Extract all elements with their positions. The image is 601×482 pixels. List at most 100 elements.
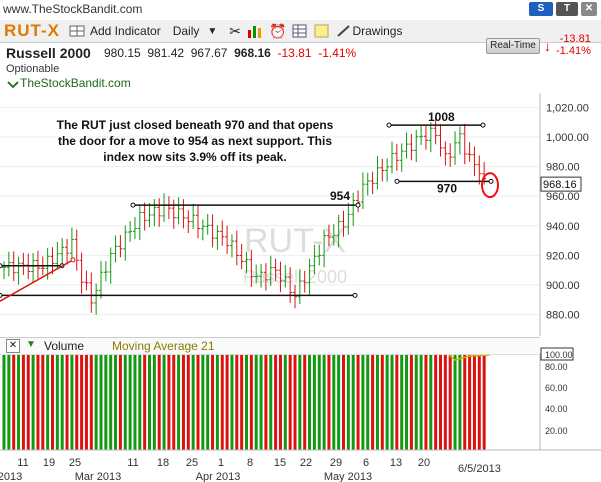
ohlc-bar xyxy=(132,216,137,240)
volume-bar xyxy=(303,353,307,450)
volume-bar xyxy=(162,353,166,450)
close-button[interactable]: ✕ xyxy=(581,2,597,16)
chevron-down-icon[interactable] xyxy=(6,80,20,90)
realtime-button[interactable]: Real-Time xyxy=(486,38,540,54)
volume-bar xyxy=(395,353,399,450)
volume-bar xyxy=(99,353,103,450)
ohlc-bar xyxy=(215,225,220,251)
tools-icon[interactable]: ✂ xyxy=(229,22,242,39)
volume-bar xyxy=(17,353,21,450)
ohlc-bar xyxy=(103,261,108,282)
drawings-button[interactable]: Drawings xyxy=(336,24,402,38)
level-endpoint xyxy=(130,202,136,208)
ohlc-bar xyxy=(69,227,74,260)
ohlc-bar xyxy=(220,220,225,246)
volume-bar xyxy=(118,353,122,450)
symbol-field[interactable]: RUT-X xyxy=(4,21,60,40)
ohlc-bar xyxy=(200,219,205,241)
chevron-down-icon[interactable]: ▼ xyxy=(26,339,36,350)
price-tick-label: 960.00 xyxy=(546,191,580,203)
t-button[interactable]: T xyxy=(556,2,578,16)
note-icon[interactable] xyxy=(314,24,330,38)
trend-line xyxy=(0,259,74,302)
ohlc-bar xyxy=(249,249,254,287)
level-label: 970 xyxy=(437,181,457,195)
change-pct-value: -1.41% xyxy=(318,46,357,60)
ohlc-bar xyxy=(147,203,152,228)
volume-tick-label: 60.00 xyxy=(545,383,568,393)
volume-bar xyxy=(308,353,312,450)
volume-bar xyxy=(21,353,25,450)
ma-label: Moving Average 21 xyxy=(112,339,215,353)
ohlc-bar xyxy=(322,229,327,268)
volume-bar xyxy=(157,353,161,450)
volume-bar xyxy=(235,353,239,450)
date-tick-label: 22 xyxy=(300,457,312,469)
level-endpoint xyxy=(0,263,3,269)
ohlc-bar xyxy=(414,129,419,163)
volume-bar xyxy=(288,353,292,450)
ohlc-bar xyxy=(297,269,302,305)
volume-bar xyxy=(458,353,462,450)
ohlc-bar xyxy=(142,202,147,231)
alarm-icon[interactable]: ⏰ xyxy=(269,22,287,39)
volume-bar xyxy=(114,353,118,450)
sticky-note-icon xyxy=(314,24,329,38)
volume-bar xyxy=(482,353,486,450)
volume-bar xyxy=(104,353,108,450)
volume-bar xyxy=(419,353,423,450)
grid-icon xyxy=(69,25,85,37)
rt-change-pct: -1.41% xyxy=(556,45,591,57)
volume-bar xyxy=(75,353,79,450)
table-grid-icon xyxy=(292,24,307,38)
date-tick-label: 15 xyxy=(274,457,286,469)
date-tick-label: 20 xyxy=(418,457,430,469)
close-icon[interactable]: ✕ xyxy=(6,339,20,353)
ohlc-bar xyxy=(60,238,65,265)
volume-tick-label: 100.00 xyxy=(545,350,573,360)
ohlc-bar xyxy=(462,123,467,165)
chart-icon[interactable] xyxy=(247,24,263,38)
ohlc-bar xyxy=(288,267,293,303)
ohlc-bar xyxy=(380,158,385,182)
date-tick-label: 19 xyxy=(43,457,55,469)
volume-tick-label: 80.00 xyxy=(545,362,568,372)
period-dropdown[interactable]: Daily ▼ xyxy=(173,24,218,38)
month-tick-label: May 2013 xyxy=(324,471,372,482)
volume-bar xyxy=(65,353,69,450)
ohlc-bar xyxy=(254,264,259,284)
price-tick-label: 920.00 xyxy=(546,250,580,262)
volume-bar xyxy=(448,353,452,450)
s-button[interactable]: S xyxy=(529,2,553,16)
volume-bar xyxy=(327,353,331,450)
ohlc-bar xyxy=(65,238,70,265)
rt-change: -13.81 xyxy=(559,33,591,45)
ohlc-bar xyxy=(394,143,399,171)
add-indicator-button[interactable]: Add Indicator xyxy=(68,24,161,38)
level-label: 954 xyxy=(330,189,350,203)
level-endpoint xyxy=(488,178,494,184)
ohlc-bar xyxy=(191,203,196,230)
ohlc-bar xyxy=(409,133,414,161)
volume-bar xyxy=(240,353,244,450)
volume-tick-label: 20.00 xyxy=(545,426,568,436)
ohlc-bar xyxy=(205,213,210,235)
volume-bar xyxy=(211,353,215,450)
ohlc-bar xyxy=(453,131,458,165)
price-tick-label: 980.00 xyxy=(546,162,580,174)
table-icon[interactable] xyxy=(292,24,308,38)
close-value: 968.16 xyxy=(234,46,271,60)
volume-bar xyxy=(400,353,404,450)
high-value: 981.42 xyxy=(147,46,185,60)
volume-bar xyxy=(128,353,132,450)
annotation-text: The RUT just closed beneath 970 and that… xyxy=(56,118,334,164)
ohlc-bar xyxy=(404,132,409,159)
volume-bars xyxy=(0,353,540,450)
volume-bar xyxy=(293,353,297,450)
volume-bar xyxy=(342,353,345,450)
date-tick-label: 8 xyxy=(247,457,253,469)
volume-bar xyxy=(424,353,428,450)
ohlc-bar xyxy=(113,235,118,263)
level-label: 1008 xyxy=(428,110,455,124)
